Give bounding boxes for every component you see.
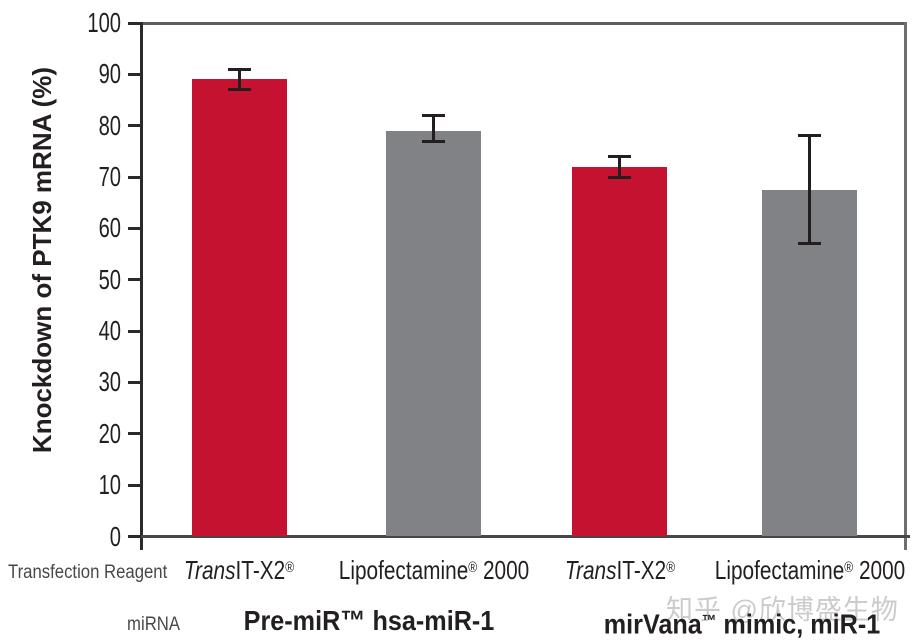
error-bar-cap-bottom bbox=[798, 242, 822, 246]
transfection-reagent-row-label: Transfection Reagent bbox=[8, 562, 168, 583]
y-tick-mark bbox=[128, 175, 141, 179]
y-tick-label: 20 bbox=[98, 417, 121, 449]
y-tick-label: 10 bbox=[98, 469, 121, 501]
y-tick-mark bbox=[128, 21, 141, 25]
y-tick-mark bbox=[128, 329, 141, 333]
error-bar-whisker bbox=[432, 115, 436, 142]
reagent-label: Lipofectamine® 2000 bbox=[714, 554, 905, 585]
y-tick-mark bbox=[128, 535, 141, 538]
y-tick-label: 30 bbox=[98, 366, 121, 398]
y-tick-label: 50 bbox=[98, 263, 121, 295]
reagent-label: TransIT-X2® bbox=[183, 554, 295, 585]
error-bar-cap-top bbox=[227, 67, 251, 71]
y-tick-mark bbox=[128, 380, 141, 384]
mirna-row-label: miRNA bbox=[127, 614, 180, 635]
error-bar-cap-bottom bbox=[608, 175, 631, 179]
y-tick-label: 80 bbox=[98, 109, 121, 141]
error-bar-cap-bottom bbox=[422, 139, 446, 143]
error-bar-cap-top bbox=[608, 155, 631, 158]
mirna-group-label: Pre-miR™ hsa-miR-1 bbox=[243, 605, 495, 636]
y-tick-mark bbox=[128, 72, 141, 76]
error-bar-cap-bottom bbox=[227, 88, 251, 92]
y-tick-mark bbox=[128, 226, 141, 230]
bar bbox=[191, 79, 287, 537]
y-tick-label: 0 bbox=[109, 520, 121, 552]
y-tick-label: 100 bbox=[87, 7, 121, 38]
y-tick-label: 60 bbox=[98, 212, 121, 244]
error-bar-cap-top bbox=[798, 134, 822, 138]
plot-frame-right bbox=[904, 22, 907, 550]
bar bbox=[386, 130, 482, 537]
y-tick-mark bbox=[128, 278, 141, 282]
y-tick-mark bbox=[128, 124, 141, 128]
y-axis-line bbox=[140, 22, 143, 550]
reagent-label: TransIT-X2® bbox=[564, 554, 675, 585]
y-tick-label: 90 bbox=[98, 58, 121, 90]
y-tick-mark bbox=[128, 432, 141, 436]
y-tick-mark bbox=[128, 483, 141, 487]
error-bar-whisker bbox=[237, 69, 241, 90]
y-tick-label: 40 bbox=[98, 315, 121, 347]
reagent-label: Lipofectamine® 2000 bbox=[338, 554, 530, 585]
zhihu-watermark: 知乎 @欣博盛生物 bbox=[666, 595, 899, 625]
mirna-group-label: mirVana™ mimic, miR-1 bbox=[603, 608, 880, 640]
plot-frame-top bbox=[140, 22, 907, 25]
y-axis-title: Knockdown of PTK9 mRNA (%) bbox=[27, 66, 57, 454]
bar bbox=[572, 166, 667, 537]
x-axis-line bbox=[140, 535, 910, 538]
error-bar-whisker bbox=[808, 135, 812, 244]
bar bbox=[762, 189, 858, 537]
y-tick-label: 70 bbox=[98, 161, 121, 193]
error-bar-cap-top bbox=[422, 113, 446, 117]
error-bar-whisker bbox=[618, 156, 621, 178]
